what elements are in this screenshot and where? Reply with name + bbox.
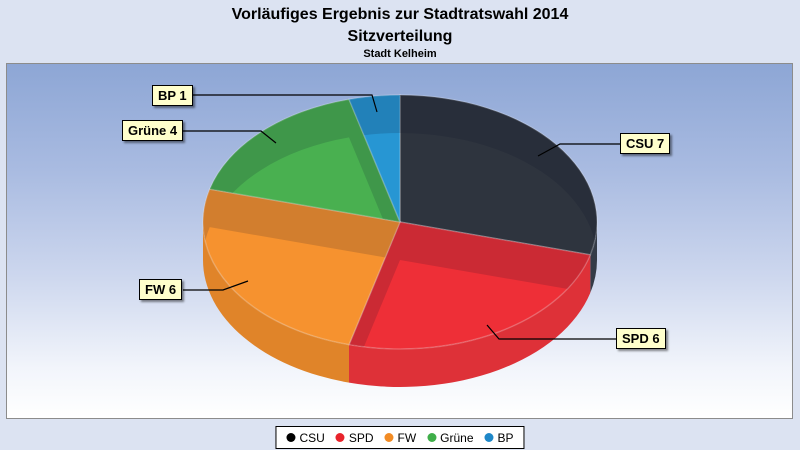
pie-callout-bp: BP 1 — [152, 85, 193, 106]
chart-subtitle: Stadt Kelheim — [363, 48, 437, 60]
legend-item-fw: FW — [384, 430, 417, 445]
pie-slice-gruene — [208, 98, 402, 223]
legend-item-spd: SPD — [335, 430, 374, 445]
pie-top-slices — [202, 94, 598, 350]
legend-label-fw: FW — [397, 430, 417, 445]
pie-wall-spd — [349, 254, 591, 387]
chart-header: Vorläufiges Ergebnis zur Stadtratswahl 2… — [0, 0, 800, 63]
pie-callout-gruene: Grüne 4 — [122, 120, 184, 141]
pie-slice-bp — [347, 94, 401, 223]
pie-slice-spd — [347, 221, 592, 350]
pie-wall-csu — [590, 222, 597, 293]
legend-item-gruene: Grüne — [427, 430, 474, 445]
legend-marker-bp — [484, 433, 494, 442]
callout-line-csu — [537, 143, 620, 157]
legend-label-gruene: Grüne — [440, 430, 474, 445]
callout-line-gruene — [182, 130, 277, 144]
legend-label-csu: CSU — [299, 430, 325, 445]
chart-title-line1: Vorläufiges Ergebnis zur Stadtratswahl 2… — [231, 6, 569, 23]
callout-line-bp — [187, 94, 378, 113]
legend-label-bp: BP — [497, 430, 514, 445]
pie-wall-fw — [203, 222, 350, 383]
legend-marker-gruene — [427, 433, 437, 442]
pie-side-walls — [203, 222, 597, 387]
chart-title-line2: Sitzverteilung — [347, 28, 453, 45]
chart-legend: CSU SPD FW Grüne BP — [275, 426, 525, 449]
legend-marker-fw — [384, 433, 394, 442]
legend-marker-csu — [286, 433, 296, 442]
pie-slice-fw — [202, 188, 402, 346]
legend-item-bp: BP — [484, 430, 514, 445]
pie-slice-csu — [399, 94, 598, 256]
pie-callout-spd: SPD 6 — [616, 328, 666, 349]
callout-line-spd — [486, 324, 616, 340]
callout-lines — [182, 94, 620, 340]
pie-callout-csu: CSU 7 — [620, 133, 671, 154]
legend-marker-spd — [335, 433, 345, 442]
legend-item-csu: CSU — [286, 430, 325, 445]
legend-label-spd: SPD — [348, 430, 374, 445]
callout-line-fw — [183, 280, 249, 291]
pie-callout-fw: FW 6 — [139, 279, 183, 300]
